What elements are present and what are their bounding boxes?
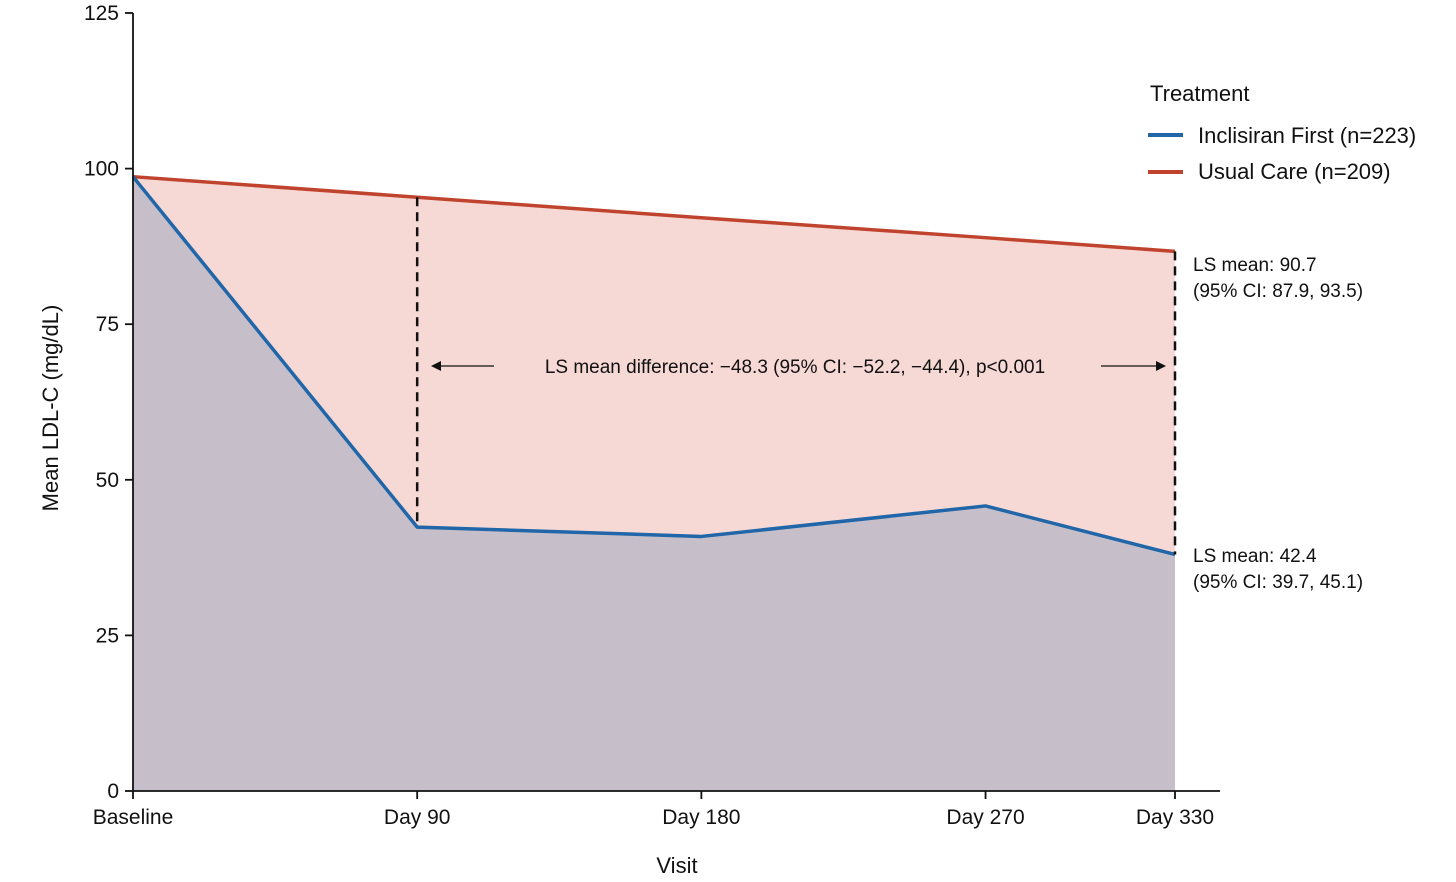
- x-ticks: Baseline Day 90 Day 180 Day 270 Day 330: [93, 791, 1214, 829]
- y-tick-label: 50: [96, 469, 119, 492]
- y-axis-title: Mean LDL-C (mg/dL): [38, 305, 63, 512]
- usual-care-ls-ci-label: (95% CI: 87.9, 93.5): [1193, 281, 1363, 302]
- usual-care-line: [132, 174, 1176, 254]
- inclisiran-ls-mean-label: LS mean: 42.4: [1193, 546, 1317, 567]
- difference-arrowhead-right: [1156, 361, 1166, 371]
- series-line-layer: [131, 174, 1176, 557]
- x-axis-title: Visit: [656, 853, 697, 878]
- x-tick-label: Day 90: [384, 806, 451, 829]
- y-tick-label: 100: [84, 158, 119, 181]
- legend-label-usual-care: Usual Care (n=209): [1198, 159, 1391, 184]
- area-layer: [133, 176, 1175, 792]
- usual-care-ls-mean-label: LS mean: 90.7: [1193, 255, 1317, 276]
- x-tick-label: Day 330: [1136, 806, 1214, 829]
- difference-arrowhead-left: [431, 361, 441, 371]
- inclisiran-area: [133, 176, 1175, 792]
- y-tick-label: 125: [84, 2, 119, 25]
- ls-mean-difference-label: LS mean difference: −48.3 (95% CI: −52.2…: [545, 357, 1045, 378]
- legend-label-inclisiran: Inclisiran First (n=223): [1198, 123, 1416, 148]
- x-tick-label: Baseline: [93, 806, 174, 829]
- difference-arrows: [431, 361, 1166, 371]
- inclisiran-line: [131, 175, 1176, 557]
- y-ticks: 0 25 50 75 100 125: [84, 2, 133, 803]
- y-tick-label: 25: [96, 624, 119, 647]
- x-tick-label: Day 180: [662, 806, 740, 829]
- axes: [132, 13, 1220, 792]
- difference-markers: [415, 197, 1177, 555]
- legend: Treatment Inclisiran First (n=223) Usual…: [1148, 81, 1416, 184]
- inclisiran-ls-ci-label: (95% CI: 39.7, 45.1): [1193, 572, 1363, 593]
- y-tick-label: 0: [107, 780, 119, 803]
- legend-title: Treatment: [1150, 81, 1249, 106]
- x-tick-label: Day 270: [946, 806, 1024, 829]
- y-tick-label: 75: [96, 313, 119, 336]
